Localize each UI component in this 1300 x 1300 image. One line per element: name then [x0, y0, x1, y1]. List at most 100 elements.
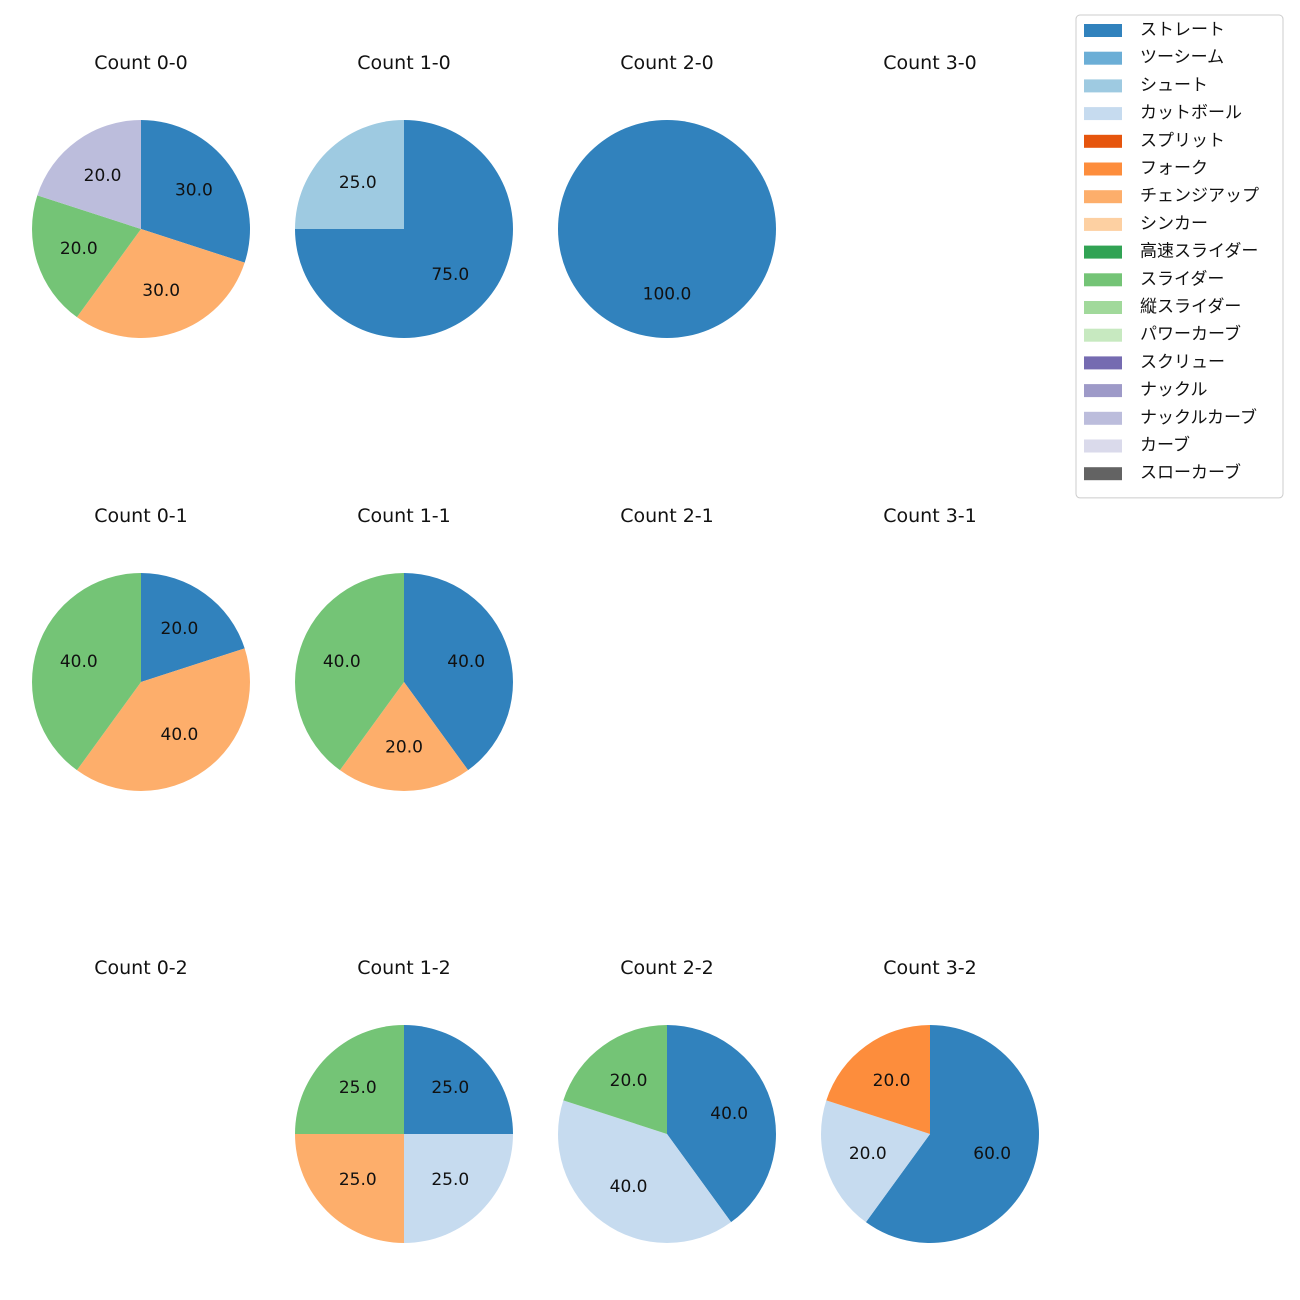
- pie-title: Count 2-2: [620, 957, 714, 979]
- pie-slice: [820, 1100, 930, 1223]
- legend-swatch: [1084, 107, 1122, 121]
- legend-label: カーブ: [1140, 435, 1190, 456]
- legend-label: ストレート: [1140, 20, 1225, 40]
- pie-slice-label: 40.0: [710, 1104, 748, 1124]
- pie-slice-label: 30.0: [175, 181, 213, 201]
- pie-count-3-0: Count 3-0: [883, 52, 977, 74]
- pie-slice-label: 25.0: [339, 1170, 377, 1190]
- pie-slice-label: 40.0: [161, 725, 199, 745]
- pie-count-1-1: Count 1-1 40.0 20.0 40.0: [294, 505, 513, 791]
- pie-slice: [31, 195, 141, 318]
- pie-title: Count 3-0: [883, 52, 977, 74]
- legend-label: チェンジアップ: [1140, 186, 1259, 206]
- pie-slice-label: 25.0: [339, 1078, 377, 1098]
- legend-swatch: [1084, 245, 1122, 259]
- pie-slice: [295, 1025, 404, 1134]
- legend-label: スクリュー: [1140, 352, 1225, 372]
- pie-count-2-0: Count 2-0 100.0: [558, 52, 776, 338]
- legend: ストレートツーシームシュートカットボールスプリットフォークチェンジアップシンカー…: [1075, 14, 1284, 499]
- legend-label: ナックル: [1140, 380, 1208, 400]
- legend-label: ナックルカーブ: [1140, 407, 1257, 428]
- pie-title: Count 1-2: [357, 957, 451, 979]
- pie-slice: [558, 120, 776, 338]
- legend-label: 縦スライダー: [1140, 297, 1241, 317]
- legend-swatch: [1084, 79, 1122, 93]
- legend-swatch: [1084, 384, 1122, 398]
- pie-slice: [76, 648, 251, 792]
- pie-slice-label: 20.0: [849, 1144, 887, 1164]
- pie-slice-label: 25.0: [431, 1170, 469, 1190]
- pie-slice-label: 20.0: [60, 239, 98, 259]
- legend-label: スプリット: [1140, 131, 1225, 151]
- pie-slice: [339, 682, 469, 791]
- pie-slice: [563, 1025, 667, 1134]
- legend-swatch: [1084, 301, 1122, 314]
- pie-slice-label: 40.0: [610, 1177, 648, 1197]
- pie-slice: [141, 120, 250, 263]
- pie-slice-label: 20.0: [610, 1071, 648, 1091]
- pie-count-1-0: Count 1-0 75.0 25.0: [295, 52, 513, 338]
- pie-slice: [557, 1100, 732, 1244]
- legend-swatch: [1084, 51, 1122, 65]
- pie-slice-label: 20.0: [385, 737, 423, 757]
- legend-label: 高速スライダー: [1140, 242, 1258, 262]
- pie-slice-label: 60.0: [973, 1144, 1011, 1164]
- legend-swatch: [1084, 273, 1122, 287]
- pie-title: Count 2-1: [620, 505, 714, 527]
- legend-frame: [1075, 14, 1284, 499]
- pie-slice-label: 40.0: [323, 652, 361, 672]
- legend-swatch: [1084, 411, 1122, 425]
- pie-title: Count 0-1: [94, 505, 188, 527]
- pie-count-3-1: Count 3-1: [883, 505, 977, 527]
- legend-label: パワーカーブ: [1140, 324, 1241, 345]
- legend-label: シンカー: [1140, 214, 1208, 234]
- pie-count-2-1: Count 2-1: [620, 505, 714, 527]
- pie-slice-label: 30.0: [142, 281, 180, 301]
- pie-slice-label: 20.0: [84, 166, 122, 186]
- pie-count-0-1: Count 0-1 20.0 40.0 40.0: [31, 505, 251, 792]
- pie-count-3-2: Count 3-2 60.0 20.0 20.0: [820, 957, 1039, 1243]
- pie-slice: [667, 1025, 776, 1223]
- pie-count-0-0: Count 0-0 30.0 30.0 20.0 20.0: [31, 52, 250, 338]
- pie-title: Count 3-2: [883, 957, 977, 979]
- pie-slice-label: 100.0: [643, 284, 692, 304]
- pie-slice: [76, 229, 245, 338]
- pie-slice-label: 40.0: [60, 652, 98, 672]
- pie-slice: [826, 1025, 930, 1134]
- pie-slice: [37, 120, 141, 229]
- pie-slice: [404, 1134, 513, 1243]
- legend-swatch: [1084, 356, 1122, 370]
- pie-title: Count 0-0: [94, 52, 188, 74]
- pie-slice: [141, 573, 245, 682]
- pie-slice-label: 75.0: [431, 265, 469, 285]
- pie-slice: [295, 1134, 404, 1243]
- pie-slice: [404, 573, 513, 771]
- pie-slice-label: 20.0: [161, 619, 199, 639]
- legend-swatch: [1084, 467, 1122, 481]
- legend-label: フォーク: [1140, 159, 1208, 179]
- pie-slice: [294, 572, 404, 771]
- pie-slice-label: 25.0: [431, 1078, 469, 1098]
- pie-count-2-2: Count 2-2 40.0 40.0 20.0: [557, 957, 776, 1244]
- pie-title: Count 2-0: [620, 52, 714, 74]
- pie-slice: [31, 572, 141, 771]
- pie-title: Count 1-0: [357, 52, 451, 74]
- legend-label: スローカーブ: [1140, 462, 1241, 483]
- legend-swatch: [1084, 190, 1122, 204]
- pie-count-0-2: Count 0-2: [94, 957, 188, 979]
- legend-swatch: [1084, 162, 1122, 176]
- legend-label: シュート: [1140, 75, 1208, 95]
- pie-title: Count 3-1: [883, 505, 977, 527]
- pie-slice-label: 20.0: [873, 1071, 911, 1091]
- legend-swatch: [1084, 439, 1122, 453]
- legend-swatch: [1084, 328, 1122, 342]
- pie-slice: [404, 1025, 513, 1134]
- pie-title: Count 1-1: [357, 505, 451, 527]
- legend-label: ツーシーム: [1140, 48, 1224, 68]
- pie-title: Count 0-2: [94, 957, 188, 979]
- legend-swatch: [1084, 134, 1122, 148]
- pie-slice: [295, 120, 404, 229]
- pie-slice-label: 40.0: [447, 652, 485, 672]
- pie-slice: [865, 1025, 1039, 1243]
